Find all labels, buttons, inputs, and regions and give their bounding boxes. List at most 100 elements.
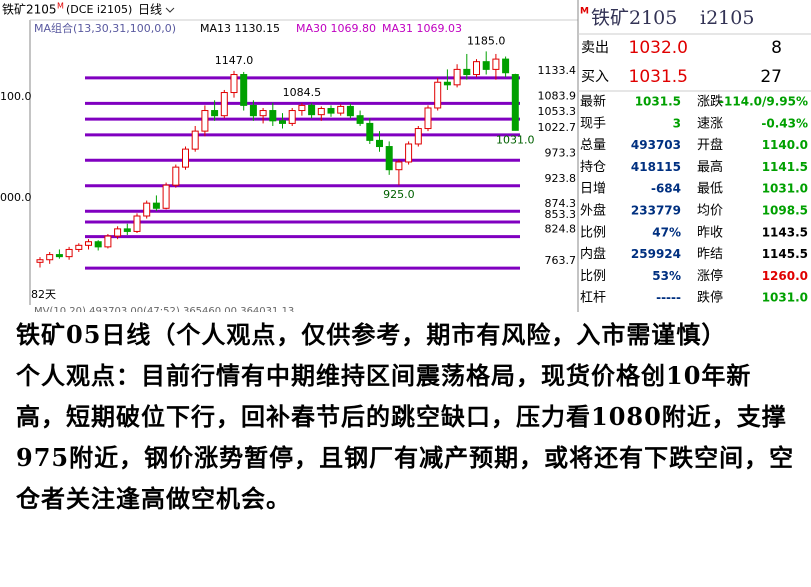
- candle-body: [327, 107, 335, 114]
- annotation: 1031.0: [496, 134, 535, 147]
- candle-body: [443, 81, 451, 86]
- candle-body: [385, 146, 393, 171]
- row-value: -0.43%: [761, 116, 808, 130]
- row-value: 1140.0: [762, 138, 808, 152]
- code: (DCE i2105): [66, 3, 132, 16]
- candle-body: [317, 107, 325, 116]
- candle-body: [94, 241, 102, 248]
- row-label: 涨停: [697, 268, 723, 284]
- candle-body: [346, 105, 354, 117]
- candle-body: [424, 107, 432, 130]
- row-value: 53%: [652, 269, 681, 283]
- candle-body: [191, 130, 199, 150]
- row-label: 比例: [580, 225, 606, 240]
- book-price: 1032.0: [629, 38, 688, 58]
- legend-entry: MA13 1130.15: [200, 22, 280, 35]
- annotation: 1084.5: [283, 86, 322, 99]
- row-label: 昨结: [697, 247, 723, 262]
- quote-title: 铁矿2105: [591, 7, 677, 29]
- level-label: 1053.3: [538, 105, 577, 118]
- candle-body: [104, 235, 112, 248]
- candle-body: [133, 215, 141, 232]
- candle-body: [162, 184, 170, 209]
- dropdown-icon[interactable]: [165, 7, 175, 13]
- candle-body: [240, 74, 248, 106]
- level-label: 874.3: [545, 197, 577, 210]
- candle-body: [249, 104, 257, 117]
- row-value: -684: [651, 182, 681, 196]
- symbol: 铁矿2105: [2, 3, 57, 17]
- row-value: 1260.0: [762, 269, 808, 283]
- period[interactable]: 日线: [138, 3, 162, 17]
- row-value: -114.0/9.95%: [719, 95, 808, 109]
- candle-body: [405, 143, 413, 163]
- candle-body: [395, 161, 403, 171]
- row-value: 1031.0: [762, 182, 808, 196]
- legend-entry: MA31 1069.03: [382, 22, 462, 35]
- candle-body: [269, 110, 277, 122]
- row-label: 比例: [580, 269, 606, 284]
- candle-body: [376, 139, 383, 148]
- candle-body: [463, 68, 471, 76]
- candle-body: [143, 202, 151, 217]
- legend-entry: MA30 1069.80: [296, 22, 376, 35]
- candle-body: [123, 228, 131, 232]
- candle-body: [36, 259, 44, 263]
- row-value: 1098.5: [762, 204, 808, 218]
- row-label: 总量: [580, 138, 606, 153]
- row-value: 233779: [631, 204, 681, 218]
- level-label: 1083.9: [538, 89, 577, 102]
- row-label: 内盘: [580, 246, 606, 262]
- row-value: 1145.5: [762, 247, 808, 261]
- candle-body: [453, 68, 461, 86]
- candle-body: [511, 74, 519, 131]
- row-label: 最低: [697, 182, 723, 197]
- row-label: 最新: [580, 94, 606, 110]
- candle-body: [65, 248, 73, 258]
- day-count: 82天: [31, 288, 56, 301]
- row-value: 47%: [652, 225, 681, 239]
- row-label: 杠杆: [580, 290, 606, 306]
- candle-body: [414, 128, 422, 145]
- book-label: 卖出: [581, 40, 609, 56]
- candle-body: [492, 58, 500, 70]
- candle-body: [366, 122, 374, 141]
- row-label: 持仓: [580, 160, 606, 175]
- row-label: 现手: [580, 116, 606, 131]
- candle-body: [55, 254, 63, 258]
- candle-body: [85, 241, 92, 246]
- y-axis-label: 000.0: [0, 191, 32, 204]
- candle-body: [46, 254, 54, 261]
- book-price: 1031.5: [629, 67, 688, 87]
- row-value: 1143.5: [762, 225, 808, 239]
- annotation: 1185.0: [467, 34, 506, 47]
- candle-body: [337, 105, 345, 114]
- row-label: 开盘: [697, 137, 723, 153]
- row-label: 最高: [697, 159, 723, 175]
- row-label: 均价: [697, 204, 723, 219]
- row-label: 外盘: [580, 203, 606, 219]
- row-label: 涨跌: [697, 94, 723, 110]
- annotation: 1147.0: [215, 54, 254, 67]
- annotation: 925.0: [383, 188, 415, 201]
- row-value: 1031.5: [635, 95, 681, 109]
- candle-body: [502, 58, 510, 74]
- screen: 铁矿2105 M (DCE i2105) 日线 MA组合(13,30,31,10…: [0, 0, 811, 312]
- candle-body: [114, 228, 122, 237]
- row-label: 日增: [580, 182, 606, 197]
- book-volume: 27: [760, 67, 782, 87]
- candle-body: [473, 61, 480, 76]
- article-title: 铁矿05日线（个人观点，仅供参考，期市有风险，入市需谨慎）: [16, 320, 727, 349]
- level-label: 973.3: [545, 146, 577, 159]
- candle-body: [230, 74, 238, 94]
- candle-body: [279, 120, 286, 124]
- candle-body: [220, 92, 228, 117]
- candle-body: [75, 244, 83, 250]
- level-label: 923.8: [545, 172, 577, 185]
- row-value: 1141.5: [762, 160, 808, 174]
- indicator-footer: MV(10,20) 493703.00(47:52) 365460.00 364…: [34, 306, 294, 312]
- candle-body: [482, 61, 490, 70]
- row-value: 259924: [631, 247, 681, 261]
- row-value: 493703: [631, 138, 681, 152]
